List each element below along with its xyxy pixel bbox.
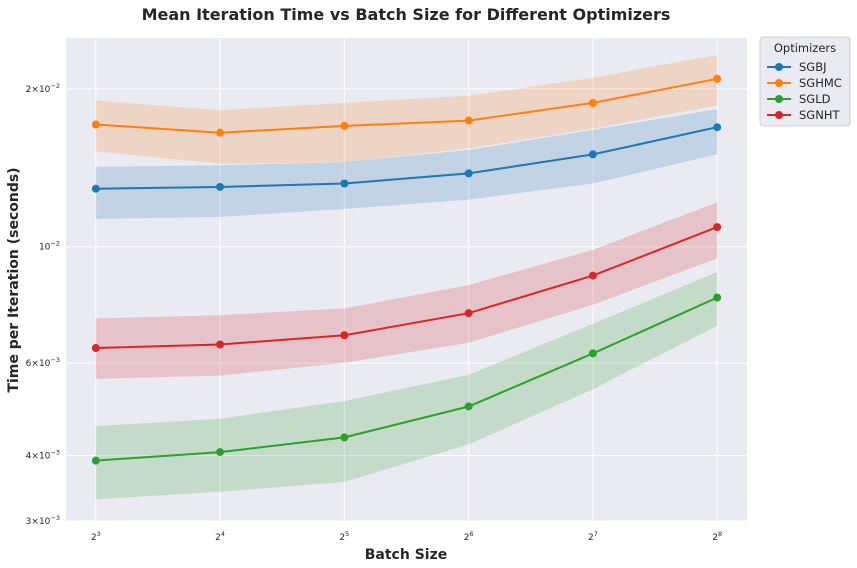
legend-marker-sghmc: [775, 79, 783, 87]
line-sgnht: [95, 226, 718, 349]
y-tick-label: 3×10−3: [26, 514, 60, 527]
y-axis-label: Time per Iteration (seconds): [6, 167, 22, 392]
point-sgld: [464, 402, 473, 411]
x-tick-label: 28: [712, 530, 722, 543]
x-tick-label: 25: [339, 530, 349, 543]
band-sgld: [95, 272, 718, 500]
y-tick-labels: 3×10−3 4×10−3 6×10−3 10−2 2×10−2: [26, 82, 60, 527]
legend-label-sgnht: SGNHT: [799, 108, 840, 122]
legend-label-sgld: SGLD: [799, 92, 831, 106]
point-sgnht: [713, 223, 722, 232]
series-lines: [95, 77, 718, 462]
legend-label-sgbj: SGBJ: [799, 60, 827, 74]
band-sghmc: [95, 55, 718, 164]
point-sghmc: [91, 120, 100, 129]
legend-label-sghmc: SGHMC: [799, 76, 842, 90]
point-sgld: [91, 456, 100, 465]
legend-items: SGBJ SGHMC SGLD SGNHT: [767, 60, 842, 122]
chart-title: Mean Iteration Time vs Batch Size for Di…: [142, 5, 671, 24]
point-sghmc: [340, 121, 349, 130]
point-sgnht: [588, 271, 597, 280]
point-sgbj: [713, 123, 722, 132]
x-tick-label: 26: [464, 530, 474, 543]
band-sgbj: [95, 109, 718, 219]
x-tick-label: 24: [215, 530, 225, 543]
point-sghmc: [464, 116, 473, 125]
plot-area: [66, 38, 747, 521]
series-points: [91, 74, 722, 465]
legend-box: [759, 36, 851, 127]
point-sgbj: [91, 184, 100, 193]
legend-marker-sgnht: [775, 111, 783, 119]
y-tick-label: 6×10−3: [26, 356, 60, 369]
point-sgld: [216, 448, 225, 457]
point-sghmc: [588, 98, 597, 107]
x-tick-labels: 23 24 25 26 27 28: [91, 530, 722, 543]
y-tick-label: 4×10−3: [26, 448, 60, 461]
x-tick-label: 27: [588, 530, 598, 543]
legend-marker-sgbj: [775, 63, 783, 71]
point-sgld: [588, 349, 597, 358]
point-sgnht: [91, 344, 100, 353]
y-tick-label: 2×10−2: [26, 82, 60, 95]
line-sghmc: [95, 77, 718, 134]
point-sgnht: [340, 331, 349, 340]
point-sgbj: [340, 179, 349, 188]
x-axis-label: Batch Size: [365, 547, 447, 563]
legend: Optimizers SGBJ SGHMC SGLD SGNHT: [759, 36, 851, 127]
point-sgnht: [464, 309, 473, 318]
legend-title: Optimizers: [774, 41, 836, 55]
band-sgnht: [95, 202, 718, 379]
point-sghmc: [216, 128, 225, 137]
point-sgbj: [216, 182, 225, 191]
point-sgbj: [464, 169, 473, 178]
point-sghmc: [713, 74, 722, 83]
point-sgnht: [216, 340, 225, 349]
legend-marker-sgld: [775, 95, 783, 103]
point-sgld: [340, 433, 349, 442]
confidence-bands: [95, 55, 718, 500]
x-tick-label: 23: [91, 530, 101, 543]
line-sgbj: [95, 126, 718, 190]
point-sgbj: [588, 150, 597, 159]
point-sgld: [713, 293, 722, 302]
y-tick-label: 10−2: [39, 240, 60, 253]
line-sgld: [95, 296, 718, 462]
